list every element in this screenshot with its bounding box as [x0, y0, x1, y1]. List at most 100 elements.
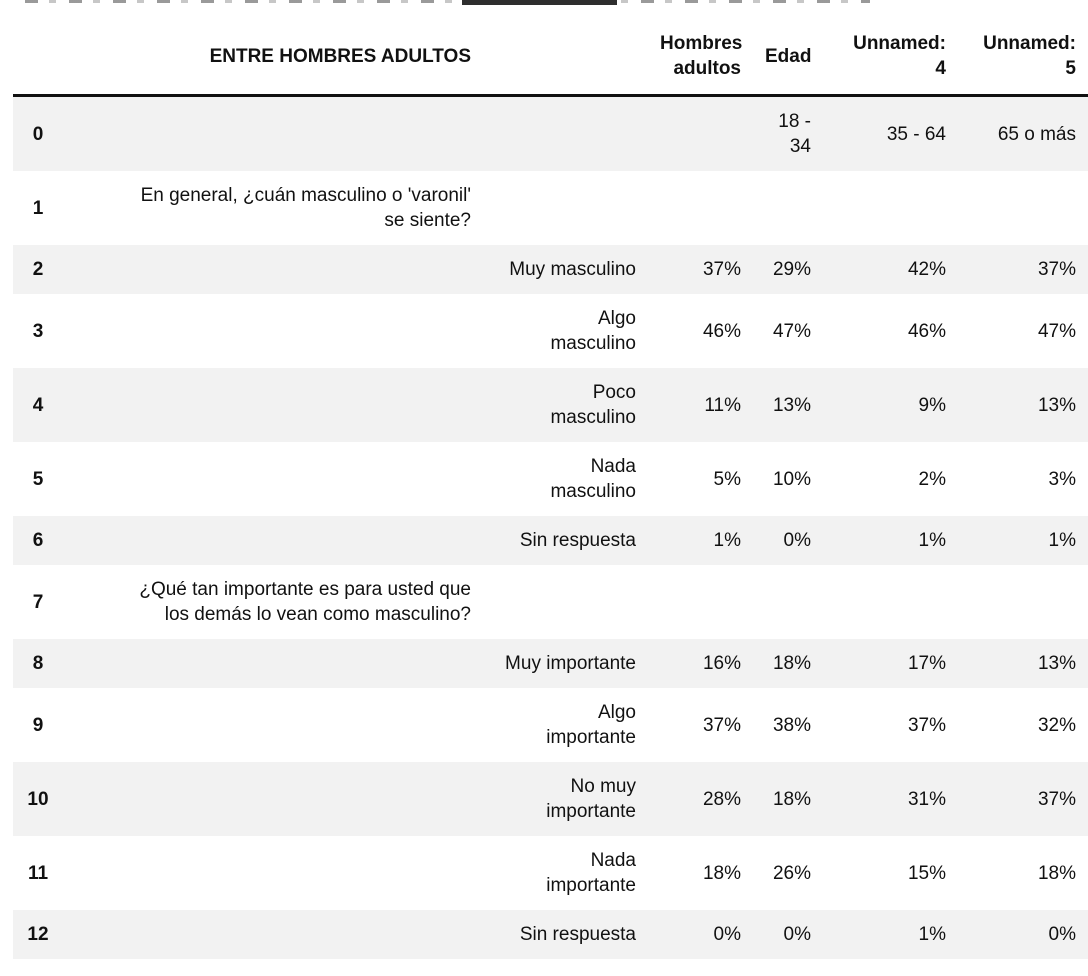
column-header-hombres-adultos: Hombres adultos	[648, 14, 753, 97]
cell-question	[63, 836, 483, 910]
cell-hombres-adultos: 5%	[713, 468, 741, 490]
cell-edad	[753, 565, 823, 639]
cell-unnamed-4: 2%	[918, 468, 946, 490]
table-row: 11 Nada importante 18% 26% 15% 18%	[13, 836, 1088, 910]
cell-unnamed-4: 31%	[907, 788, 946, 810]
cell-edad: 18 - 34	[778, 111, 811, 157]
cell-question	[63, 639, 483, 688]
cell-answer: Nada masculino	[550, 456, 636, 502]
column-header-unnamed-5: Unnamed: 5	[958, 14, 1088, 97]
cell-question	[63, 368, 483, 442]
cell-hombres-adultos: 46%	[702, 320, 741, 342]
cell-answer	[483, 96, 648, 172]
cell-question	[63, 96, 483, 172]
row-index: 1	[32, 197, 44, 219]
cell-question	[63, 688, 483, 762]
column-header-answer	[483, 14, 648, 97]
row-index: 11	[27, 862, 49, 884]
table-row: 12 Sin respuesta 0% 0% 1% 0%	[13, 910, 1088, 959]
cell-answer: No muy importante	[546, 776, 636, 822]
row-index: 4	[32, 394, 44, 416]
row-index: 5	[32, 468, 44, 490]
cell-hombres-adultos: 37%	[702, 259, 741, 280]
cell-question: En general, ¿cuán masculino o 'varonil' …	[140, 185, 471, 231]
cell-edad: 29%	[772, 259, 811, 280]
cell-unnamed-4: 1%	[918, 924, 946, 945]
cell-edad: 47%	[772, 320, 811, 342]
cell-edad: 38%	[772, 714, 811, 736]
column-header-question: ENTRE HOMBRES ADULTOS	[63, 14, 483, 97]
table-row: 10 No muy importante 28% 18% 31% 37%	[13, 762, 1088, 836]
table-row: 7 ¿Qué tan importante es para usted que …	[13, 565, 1088, 639]
row-index: 12	[27, 924, 49, 945]
table-row: 1 En general, ¿cuán masculino o 'varonil…	[13, 171, 1088, 245]
table-row: 9 Algo importante 37% 38% 37% 32%	[13, 688, 1088, 762]
column-header-edad: Edad	[753, 14, 823, 97]
table-row: 5 Nada masculino 5% 10% 2% 3%	[13, 442, 1088, 516]
cell-answer: Nada importante	[546, 850, 636, 896]
cell-unnamed-5: 37%	[1037, 788, 1076, 810]
cell-unnamed-5: 1%	[1048, 530, 1076, 551]
clipped-content-artifact-bar	[462, 0, 617, 5]
cell-unnamed-5: 13%	[1037, 653, 1076, 674]
cell-hombres-adultos: 1%	[713, 530, 741, 551]
cell-question	[63, 516, 483, 565]
cell-edad: 18%	[772, 788, 811, 810]
table-header-row: ENTRE HOMBRES ADULTOS Hombres adultos Ed…	[13, 14, 1088, 97]
cell-question: ¿Qué tan importante es para usted que lo…	[139, 579, 471, 625]
cell-unnamed-4: 1%	[918, 530, 946, 551]
cell-edad: 13%	[772, 394, 811, 416]
cell-unnamed-5: 65 o más	[997, 123, 1076, 145]
table-row: 8 Muy importante 16% 18% 17% 13%	[13, 639, 1088, 688]
cell-unnamed-4: 35 - 64	[886, 123, 946, 145]
cell-unnamed-4: 42%	[907, 259, 946, 280]
cell-edad: 18%	[772, 653, 811, 674]
row-index: 9	[32, 714, 44, 736]
cell-hombres-adultos: 28%	[702, 788, 741, 810]
column-header-unnamed-4: Unnamed: 4	[823, 14, 958, 97]
cell-question	[63, 910, 483, 959]
survey-data-table: ENTRE HOMBRES ADULTOS Hombres adultos Ed…	[13, 14, 1088, 959]
cell-answer: Sin respuesta	[519, 530, 636, 551]
cell-unnamed-5: 18%	[1037, 862, 1076, 884]
cell-answer: Sin respuesta	[519, 924, 636, 945]
cell-unnamed-5: 13%	[1037, 394, 1076, 416]
cell-hombres-adultos	[648, 96, 753, 172]
cell-edad	[753, 171, 823, 245]
cell-unnamed-5	[958, 171, 1088, 245]
table-row: 4 Poco masculino 11% 13% 9% 13%	[13, 368, 1088, 442]
row-index: 8	[32, 653, 44, 674]
cell-unnamed-5: 3%	[1048, 468, 1076, 490]
cell-edad: 0%	[783, 924, 811, 945]
cell-unnamed-4: 9%	[918, 394, 946, 416]
cell-unnamed-5: 37%	[1037, 259, 1076, 280]
row-index: 0	[32, 123, 44, 145]
table-body: 0 18 - 34 35 - 64 65 o más 1 En general,…	[13, 95, 1088, 959]
cell-answer: Muy importante	[505, 653, 636, 674]
row-index: 7	[32, 591, 44, 613]
cell-question	[63, 245, 483, 294]
cell-unnamed-4: 37%	[907, 714, 946, 736]
cell-question	[63, 294, 483, 368]
cell-unnamed-5	[958, 565, 1088, 639]
cell-edad: 10%	[772, 468, 811, 490]
cell-unnamed-4: 17%	[907, 653, 946, 674]
cell-answer	[483, 565, 648, 639]
row-index: 3	[32, 320, 44, 342]
clipped-content-artifact-dashes	[25, 0, 870, 3]
cell-answer: Algo importante	[546, 702, 636, 748]
cell-question	[63, 442, 483, 516]
cell-unnamed-5: 32%	[1037, 714, 1076, 736]
cell-unnamed-4	[823, 565, 958, 639]
cell-answer: Algo masculino	[550, 308, 636, 354]
row-index: 6	[32, 530, 44, 551]
cell-unnamed-4: 46%	[907, 320, 946, 342]
cell-hombres-adultos: 18%	[702, 862, 741, 884]
cell-edad: 26%	[772, 862, 811, 884]
table-row: 2 Muy masculino 37% 29% 42% 37%	[13, 245, 1088, 294]
cell-hombres-adultos: 16%	[702, 653, 741, 674]
cell-hombres-adultos: 11%	[704, 394, 741, 416]
table-header: ENTRE HOMBRES ADULTOS Hombres adultos Ed…	[13, 14, 1088, 97]
table-row: 0 18 - 34 35 - 64 65 o más	[13, 95, 1088, 172]
cell-hombres-adultos: 37%	[702, 714, 741, 736]
